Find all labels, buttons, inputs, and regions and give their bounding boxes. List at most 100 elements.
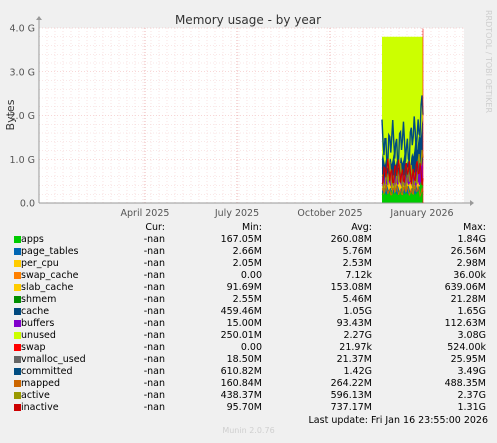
legend-avg-value: 1.42G <box>343 366 372 377</box>
legend-cur-value: -nan <box>143 318 165 329</box>
legend-min-value: 95.70M <box>226 402 262 413</box>
legend-swatch <box>14 392 21 399</box>
legend-min-value: 167.05M <box>220 234 262 245</box>
y-axis-label: Bytes <box>4 99 17 130</box>
legend-avg-value: 21.97k <box>339 342 372 353</box>
x-tick-labels: April 2025 July 2025 October 2025 January 2… <box>121 208 454 219</box>
legend-row-vmalloc-used: vmalloc_used -nan 18.50M 21.37M 25.95M <box>0 354 497 366</box>
legend-cur-value: -nan <box>143 246 165 257</box>
legend-cur-value: -nan <box>143 294 165 305</box>
legend-header-avg: Avg: <box>351 222 372 233</box>
legend-max-value: 1.84G <box>457 234 486 245</box>
legend-max-value: 26.56M <box>450 246 486 257</box>
legend-max-value: 488.35M <box>444 378 486 389</box>
legend-row-apps: apps -nan 167.05M 260.08M 1.84G <box>0 234 497 246</box>
legend-series-name: per_cpu <box>21 258 59 269</box>
legend-swatch <box>14 308 21 315</box>
legend-row-page-tables: page_tables -nan 2.66M 5.76M 26.56M <box>0 246 497 258</box>
legend-swatch <box>14 332 21 339</box>
legend-min-value: 438.37M <box>220 390 262 401</box>
y-tick-label: 2.0 G <box>10 111 36 122</box>
legend-swatch <box>14 404 21 411</box>
legend-max-value: 1.65G <box>457 306 486 317</box>
legend-series-name: buffers <box>21 318 55 329</box>
legend-swatch <box>14 344 21 351</box>
legend-header: Cur: Min: Avg: Max: <box>0 222 497 234</box>
legend-swatch <box>14 356 21 363</box>
legend-series-name: page_tables <box>21 246 79 257</box>
legend-max-value: 524.00k <box>447 342 486 353</box>
legend-avg-value: 93.43M <box>336 318 372 329</box>
legend-header-cur: Cur: <box>145 222 165 233</box>
committed-line <box>381 95 424 165</box>
y-tick-labels: 0.0 1.0 G 2.0 G 3.0 G 4.0 G <box>10 24 36 210</box>
legend-row-committed: committed -nan 610.82M 1.42G 3.49G <box>0 366 497 378</box>
legend-min-value: 250.01M <box>220 330 262 341</box>
legend-series-name: slab_cache <box>21 282 74 293</box>
legend-min-value: 2.66M <box>232 246 262 257</box>
y-tick-label: 0.0 <box>20 199 35 210</box>
legend-row-slab-cache: slab_cache -nan 91.69M 153.08M 639.06M <box>0 282 497 294</box>
legend-row-active: active -nan 438.37M 596.13M 2.37G <box>0 390 497 402</box>
axes <box>36 16 474 206</box>
legend-cur-value: -nan <box>143 270 165 281</box>
legend-series-name: unused <box>21 330 56 341</box>
legend-swatch <box>14 284 21 291</box>
y-tick-label: 4.0 G <box>10 24 36 35</box>
legend-row-swap: swap -nan 0.00 21.97k 524.00k <box>0 342 497 354</box>
legend-avg-value: 5.46M <box>342 294 372 305</box>
legend-header-min: Min: <box>241 222 262 233</box>
legend-swatch <box>14 248 21 255</box>
legend-max-value: 25.95M <box>450 354 486 365</box>
legend-series-name: swap_cache <box>21 270 79 281</box>
chart-title: Memory usage - by year <box>175 13 321 27</box>
legend-cur-value: -nan <box>143 306 165 317</box>
legend-row-shmem: shmem -nan 2.55M 5.46M 21.28M <box>0 294 497 306</box>
legend-avg-value: 7.12k <box>345 270 372 281</box>
y-axis-arrow <box>36 16 42 20</box>
legend-series-name: swap <box>21 342 46 353</box>
legend-min-value: 91.69M <box>226 282 262 293</box>
inactive-line <box>381 158 424 186</box>
legend-max-value: 1.31G <box>457 402 486 413</box>
legend-cur-value: -nan <box>143 402 165 413</box>
legend-series-name: vmalloc_used <box>21 354 86 365</box>
legend-min-value: 15.00M <box>226 318 262 329</box>
legend-row-swap-cache: swap_cache -nan 0.00 7.12k 36.00k <box>0 270 497 282</box>
legend-min-value: 18.50M <box>226 354 262 365</box>
legend-avg-value: 2.27G <box>343 330 372 341</box>
data-areas <box>381 36 424 203</box>
legend-series-name: mapped <box>21 378 61 389</box>
legend-avg-value: 737.17M <box>330 402 372 413</box>
last-update: Last update: Fri Jan 16 23:55:00 2026 <box>308 415 488 426</box>
legend-swatch <box>14 380 21 387</box>
legend-swatch <box>14 296 21 303</box>
x-tick-label: October 2025 <box>297 208 362 219</box>
legend-cur-value: -nan <box>143 282 165 293</box>
x-axis-arrow <box>470 200 474 206</box>
x-tick-label: July 2025 <box>214 208 259 219</box>
legend-series-name: committed <box>21 366 73 377</box>
legend-series-name: shmem <box>21 294 57 305</box>
x-tick-label: April 2025 <box>121 208 170 219</box>
legend-avg-value: 596.13M <box>330 390 372 401</box>
legend-row-buffers: buffers -nan 15.00M 93.43M 112.63M <box>0 318 497 330</box>
y-tick-label: 1.0 G <box>10 155 36 166</box>
legend-min-value: 2.55M <box>232 294 262 305</box>
legend-min-value: 160.84M <box>220 378 262 389</box>
legend-series-name: apps <box>21 234 44 245</box>
legend-series-name: active <box>21 390 50 401</box>
legend-max-value: 21.28M <box>450 294 486 305</box>
x-tick-label: January 2026 <box>389 208 453 219</box>
legend-max-value: 2.98M <box>456 258 486 269</box>
legend-series-name: inactive <box>21 402 59 413</box>
legend-row-mapped: mapped -nan 160.84M 264.22M 488.35M <box>0 378 497 390</box>
legend-cur-value: -nan <box>143 366 165 377</box>
legend-min-value: 459.46M <box>220 306 262 317</box>
legend-swatch <box>14 236 21 243</box>
legend-row-cache: cache -nan 459.46M 1.05G 1.65G <box>0 306 497 318</box>
legend-series-name: cache <box>21 306 50 317</box>
legend-row-unused: unused -nan 250.01M 2.27G 3.08G <box>0 330 497 342</box>
legend-avg-value: 1.05G <box>343 306 372 317</box>
legend-max-value: 36.00k <box>453 270 486 281</box>
